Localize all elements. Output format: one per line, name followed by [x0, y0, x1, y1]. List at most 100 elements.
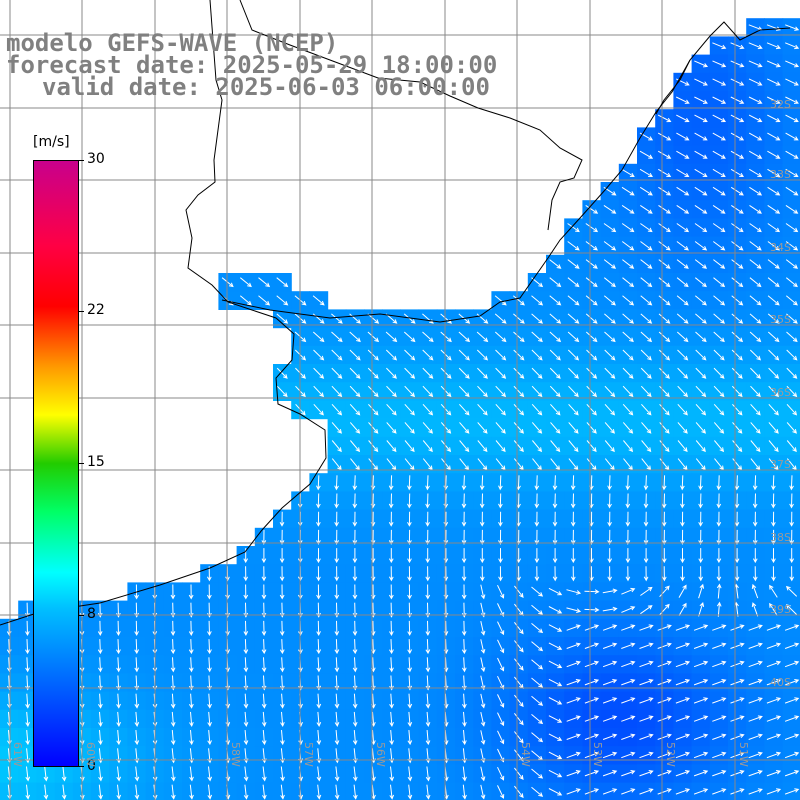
wind-arrow-icon: [730, 788, 745, 795]
wind-arrow-icon: [407, 584, 412, 600]
wind-arrow-icon: [316, 675, 322, 691]
wind-arrow-icon: [261, 730, 267, 746]
wind-arrow-icon: [752, 529, 758, 545]
wind-arrow-icon: [188, 639, 194, 655]
wind-arrow-icon: [586, 422, 597, 434]
wind-arrow-icon: [602, 770, 618, 777]
wind-arrow-icon: [623, 440, 634, 453]
wind-arrow-icon: [639, 679, 654, 686]
wind-arrow-icon: [97, 657, 103, 673]
wind-arrow-icon: [621, 223, 635, 233]
wind-arrow-icon: [566, 733, 581, 740]
wind-arrow-icon: [712, 679, 727, 686]
wind-arrow-icon: [658, 295, 671, 306]
wind-arrow-icon: [766, 60, 781, 68]
wind-arrow-icon: [367, 349, 379, 361]
wind-arrow-icon: [334, 766, 340, 782]
wind-arrow-icon: [352, 693, 358, 709]
wind-arrow-icon: [313, 385, 325, 398]
wind-arrow-icon: [403, 313, 416, 324]
wind-arrow-icon: [713, 313, 725, 324]
lon-label: 60W: [84, 742, 97, 767]
wind-arrow-icon: [549, 385, 561, 398]
colorbar: [33, 160, 79, 767]
wind-arrow-icon: [404, 422, 415, 434]
wind-arrow-icon: [440, 403, 452, 416]
wind-arrow-icon: [712, 697, 727, 704]
wind-arrow-icon: [730, 697, 745, 704]
wind-arrow-icon: [276, 367, 288, 379]
wind-arrow-icon: [134, 620, 139, 636]
wind-arrow-icon: [316, 693, 322, 709]
wind-arrow-icon: [497, 766, 505, 781]
wind-arrow-icon: [643, 475, 649, 491]
wind-arrow-icon: [316, 784, 322, 800]
wind-arrow-icon: [316, 493, 321, 509]
wind-arrow-icon: [730, 186, 744, 196]
wind-arrow-icon: [316, 529, 321, 545]
wind-arrow-icon: [766, 715, 782, 722]
wind-arrow-icon: [566, 715, 581, 722]
wind-arrow-icon: [748, 78, 763, 86]
wind-arrow-icon: [459, 422, 470, 434]
wind-arrow-icon: [567, 295, 580, 306]
wind-arrow-icon: [334, 711, 340, 727]
wind-arrow-icon: [639, 168, 653, 178]
wind-arrow-icon: [276, 277, 289, 288]
wind-arrow-icon: [766, 624, 782, 631]
wind-arrow-icon: [680, 475, 685, 491]
wind-arrow-icon: [789, 511, 794, 527]
wind-arrow-icon: [698, 583, 705, 599]
wind-arrow-icon: [494, 295, 507, 306]
wind-arrow-icon: [731, 385, 743, 398]
wind-arrow-icon: [570, 493, 576, 509]
wind-arrow-icon: [767, 277, 780, 288]
wind-arrow-icon: [732, 422, 743, 434]
wind-arrow-icon: [659, 385, 670, 398]
wind-arrow-icon: [349, 331, 361, 343]
wind-arrow-icon: [170, 584, 176, 600]
wind-arrow-icon: [766, 770, 782, 777]
wind-arrow-icon: [658, 349, 671, 361]
wind-arrow-icon: [570, 548, 576, 564]
wind-arrow-icon: [188, 675, 194, 691]
wind-arrow-icon: [98, 784, 103, 800]
wind-arrow-icon: [695, 367, 707, 379]
wind-arrow-icon: [389, 602, 394, 618]
wind-arrow-icon: [676, 313, 689, 324]
wind-arrow-icon: [407, 493, 412, 509]
wind-arrow-icon: [97, 693, 103, 709]
wind-arrow-icon: [258, 277, 271, 288]
wind-arrow-icon: [389, 693, 394, 709]
wind-arrow-icon: [712, 751, 727, 759]
wind-arrow-icon: [334, 602, 340, 618]
wind-arrow-icon: [584, 624, 600, 631]
wind-arrow-icon: [243, 584, 249, 600]
wind-arrow-icon: [731, 259, 744, 269]
wind-arrow-icon: [785, 150, 799, 159]
wind-arrow-icon: [784, 642, 800, 649]
wind-arrow-icon: [243, 693, 249, 709]
wind-arrow-icon: [771, 511, 776, 527]
coastline-path: [655, 59, 691, 115]
wind-arrow-icon: [513, 440, 524, 453]
wind-arrow-icon: [188, 584, 194, 600]
wind-arrow-icon: [625, 548, 631, 564]
wind-arrow-icon: [513, 349, 525, 361]
wind-arrow-icon: [698, 493, 703, 509]
wind-arrow-icon: [531, 732, 544, 743]
wind-arrow-icon: [116, 711, 121, 727]
wind-arrow-icon: [407, 784, 413, 800]
wind-arrow-icon: [480, 675, 486, 691]
wind-arrow-icon: [531, 714, 544, 725]
wind-arrow-icon: [716, 583, 722, 599]
wind-arrow-icon: [730, 751, 745, 759]
wind-arrow-icon: [712, 642, 727, 649]
wind-arrow-icon: [713, 277, 726, 288]
wind-arrow-icon: [534, 475, 540, 491]
wind-arrow-icon: [334, 529, 340, 545]
wind-arrow-icon: [514, 621, 524, 635]
wind-arrow-icon: [279, 548, 285, 564]
wind-arrow-icon: [752, 548, 758, 564]
